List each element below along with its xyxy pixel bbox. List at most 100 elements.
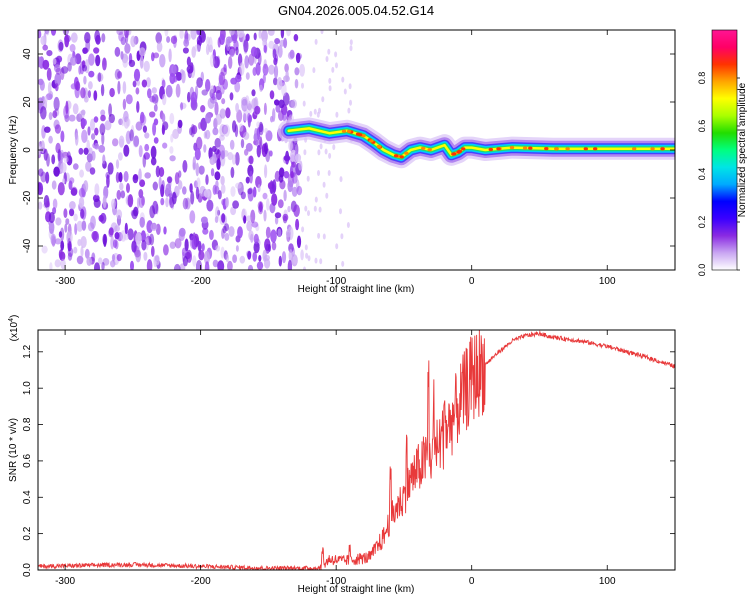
heatmap-noise-cell (171, 192, 177, 205)
heatmap-noise-cell (181, 70, 186, 84)
heatmap-noise-cell (41, 245, 48, 254)
heatmap-peak (554, 147, 559, 151)
heatmap-noise-cell (133, 68, 141, 82)
heatmap-noise-cell (209, 156, 216, 165)
heatmap-noise-cell (122, 58, 128, 68)
heatmap-noise-cell (101, 33, 106, 43)
heatmap-noise-cell (169, 72, 176, 85)
heatmap-noise-cell (78, 147, 84, 155)
heatmap-noise-cell (212, 184, 217, 195)
heatmap-noise-cell (217, 190, 222, 200)
heatmap-noise-cell (230, 186, 236, 197)
snr-plot-area (38, 330, 675, 570)
heatmap-noise-cell (108, 103, 112, 117)
heatmap-noise-cell (162, 93, 167, 106)
heatmap-noise-cell (228, 226, 235, 237)
heatmap-noise-cell (75, 81, 81, 91)
heatmap-y-tick-label: 0 (22, 147, 33, 153)
heatmap-noise-cell (51, 180, 57, 190)
heatmap-noise-cell (182, 197, 189, 210)
heatmap-noise-cell (64, 34, 70, 48)
heatmap-noise-cell (126, 118, 131, 127)
heatmap-noise-cell (267, 182, 272, 190)
heatmap-noise-cell (151, 245, 155, 257)
heatmap-noise-cell (48, 112, 53, 120)
heatmap-noise-cell (257, 52, 262, 66)
heatmap-noise-cell (274, 99, 280, 106)
heatmap-noise-cell (303, 149, 307, 156)
heatmap-x-tick-label: -200 (191, 276, 211, 287)
heatmap-noise-cell (247, 250, 252, 260)
heatmap-peak (509, 146, 515, 150)
heatmap-noise-cell (205, 129, 211, 140)
heatmap-noise-cell (155, 32, 162, 44)
heatmap-noise-cell (309, 110, 313, 117)
heatmap-noise-cell (144, 132, 150, 139)
heatmap-noise-cell (74, 223, 78, 236)
heatmap-noise-cell (68, 180, 73, 190)
heatmap-noise-cell (151, 93, 159, 104)
heatmap-noise-cell (57, 148, 62, 162)
heatmap-noise-cell (220, 246, 225, 259)
heatmap-y-tick-label: -20 (22, 190, 33, 205)
heatmap-noise-cell (86, 153, 93, 163)
heatmap-noise-cell (258, 30, 262, 39)
heatmap-noise-cell (263, 102, 267, 115)
heatmap-noise-cell (38, 56, 42, 68)
heatmap-noise-cell (78, 65, 82, 75)
heatmap-noise-cell (95, 54, 101, 67)
heatmap-noise-cell (150, 157, 157, 166)
heatmap-noise-cell (296, 235, 302, 249)
heatmap-noise-cell (81, 129, 88, 143)
heatmap-noise-cell (124, 43, 131, 54)
heatmap-noise-cell (319, 258, 323, 265)
heatmap-signal-track (277, 117, 675, 169)
heatmap-noise-cell (255, 62, 261, 76)
heatmap-noise-cell (264, 142, 269, 155)
heatmap-noise-cell (196, 136, 203, 150)
heatmap-noise-cell (278, 174, 284, 183)
heatmap-noise-cell (87, 90, 91, 99)
heatmap-noise-cell (190, 91, 198, 106)
heatmap-noise-cell (94, 183, 100, 196)
heatmap-x-label: Height of straight line (km) (298, 284, 415, 295)
heatmap-noise-cell (98, 257, 103, 265)
heatmap-noise-cell (138, 195, 145, 208)
heatmap-noise-cell (60, 162, 67, 174)
heatmap-noise-cell (57, 182, 65, 196)
heatmap-noise-cell (248, 230, 254, 241)
heatmap-noise-cell (296, 185, 303, 196)
heatmap-noise-cell (56, 55, 63, 63)
heatmap-noise-cell (53, 96, 60, 111)
heatmap-noise-cell (173, 263, 181, 270)
heatmap-noise-cell (285, 229, 291, 238)
heatmap-peak (421, 146, 426, 150)
heatmap-noise-cell (195, 260, 203, 270)
heatmap-noise-cell (318, 206, 322, 213)
heatmap-noise-cell (208, 147, 213, 160)
heatmap-noise-cell (257, 184, 261, 193)
heatmap-noise-cell (198, 250, 205, 261)
heatmap-noise-cell (225, 197, 229, 208)
heatmap-noise-cell (118, 172, 123, 183)
heatmap-noise-cell (247, 112, 251, 123)
heatmap-x-tick-label: 0 (469, 276, 475, 287)
heatmap-noise-cell (265, 226, 271, 239)
heatmap-noise-cell (313, 205, 317, 212)
heatmap-noise-cell (173, 36, 177, 49)
heatmap-noise-cell (283, 171, 290, 179)
heatmap-noise-cell (146, 259, 153, 270)
heatmap-noise-cell (294, 153, 302, 163)
heatmap-noise-cell (205, 112, 212, 124)
heatmap-noise-cell (47, 81, 52, 95)
heatmap-noise-cell (83, 75, 87, 85)
heatmap-noise-cell (262, 63, 269, 76)
heatmap-noise-cell (346, 222, 350, 228)
heatmap-noise-cell (317, 149, 321, 156)
heatmap-peak (660, 147, 665, 151)
heatmap-peak (522, 146, 528, 150)
heatmap-noise-cell (182, 186, 187, 195)
heatmap-noise-cell (87, 222, 95, 232)
heatmap-noise-cell (100, 114, 106, 122)
